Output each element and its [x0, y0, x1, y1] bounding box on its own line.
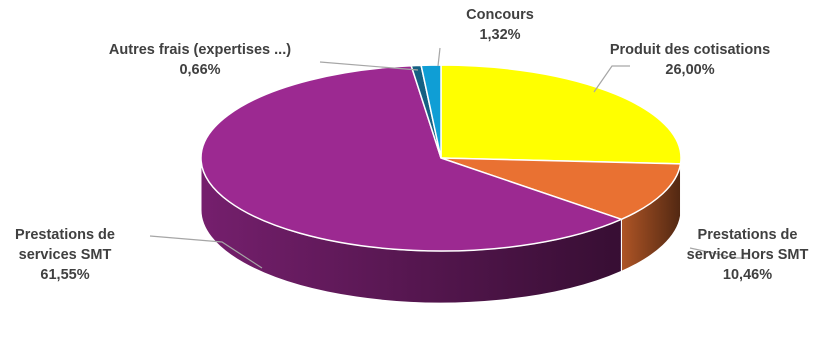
- slice-label-autres-frais: Autres frais (expertises ...) 0,66%: [108, 42, 292, 78]
- slice-label-prestations-hors-smt: Prestations de service Hors SMT 10,46%: [686, 227, 809, 283]
- leader-line-concours: [437, 47, 441, 67]
- slice-label-prestations-smt: Prestations de services SMT 61,55%: [15, 227, 115, 283]
- slice-label-produit-cotisations: Produit des cotisations 26,00%: [609, 42, 771, 78]
- leader-line-produit-cotisations: [593, 65, 630, 93]
- leader-line-autres-frais: [319, 61, 419, 71]
- pie-slice-prestations-smt: [200, 64, 624, 252]
- pie-tops: [200, 64, 682, 252]
- pie-slice-produit-cotisations: [440, 64, 682, 165]
- pie-slice-concours: [420, 64, 442, 159]
- leader-lines: [149, 47, 748, 269]
- leader-line-prestations-hors-smt: [689, 247, 748, 259]
- pie-slice-prestations-hors-smt: [440, 157, 682, 221]
- slice-label-concours: Concours 1,32%: [466, 7, 534, 43]
- leader-line-prestations-smt: [149, 235, 263, 269]
